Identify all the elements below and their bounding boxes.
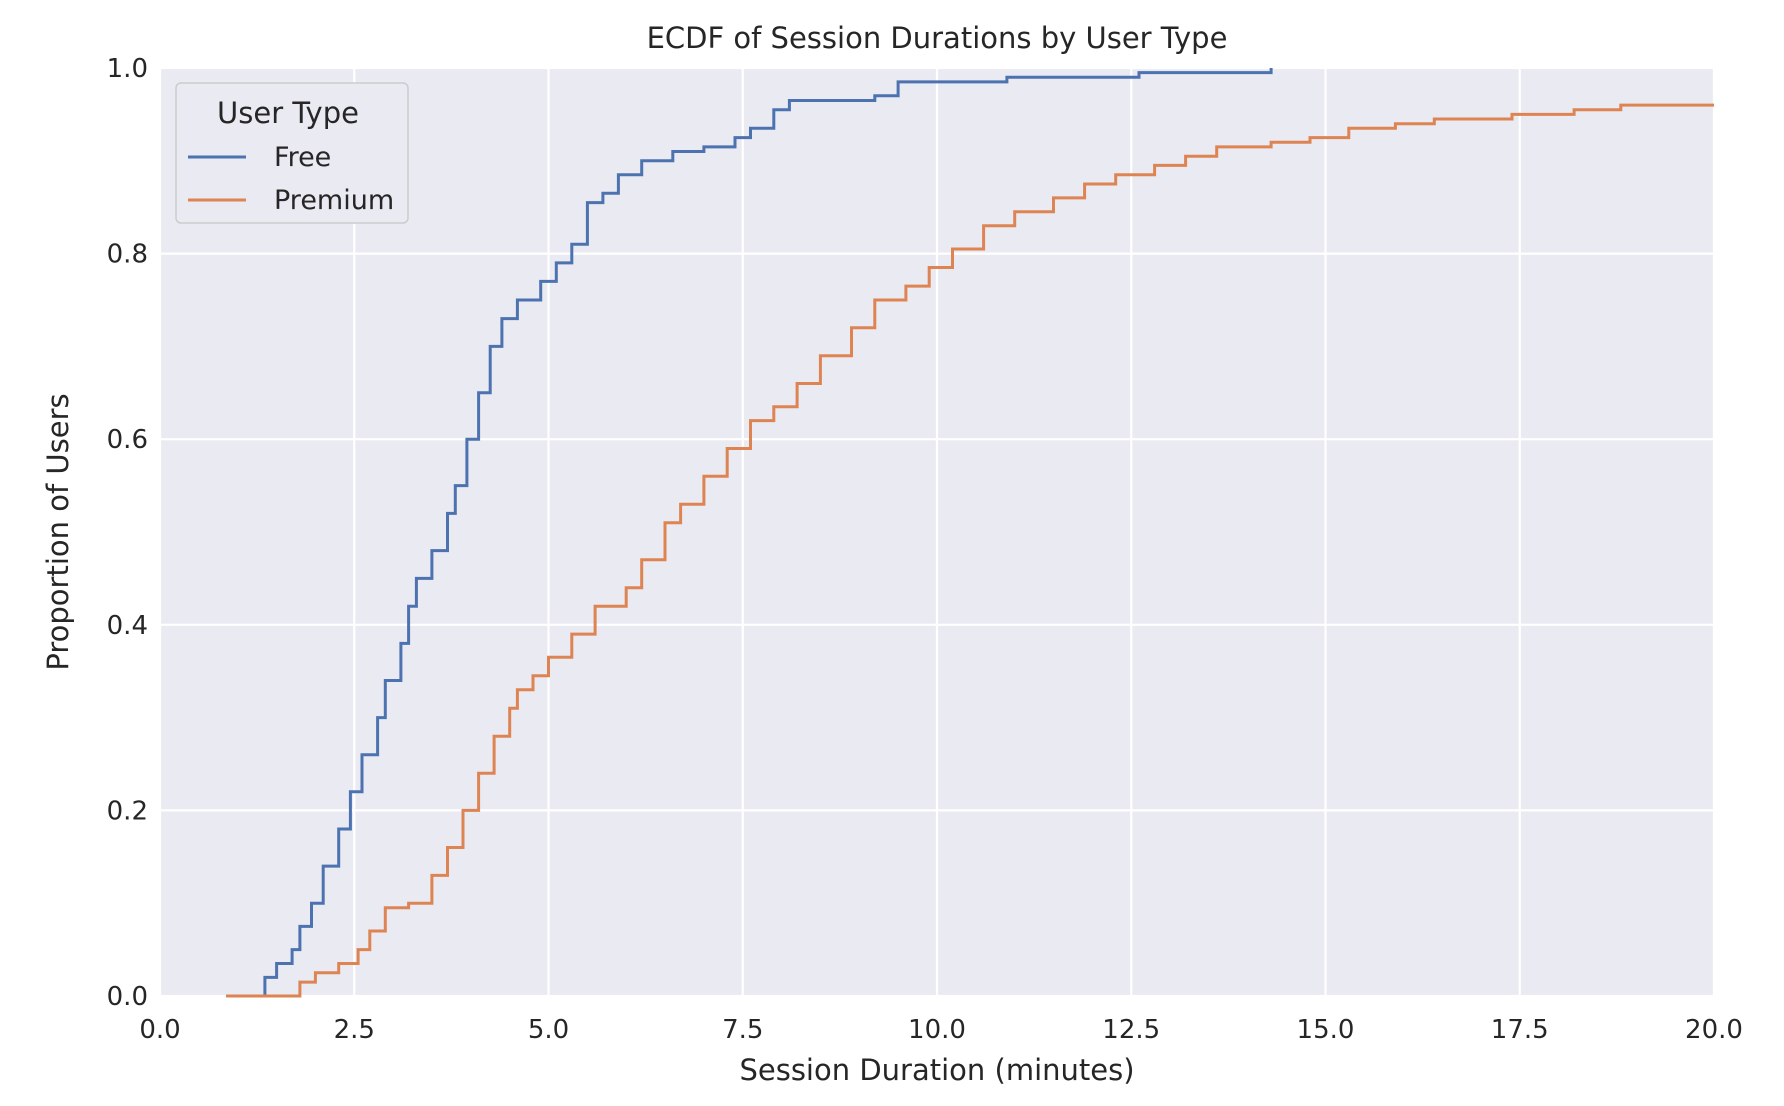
x-tick-label: 20.0 bbox=[1685, 1015, 1743, 1045]
legend-items: Free Premium bbox=[188, 142, 394, 216]
y-tick-label: 1.0 bbox=[107, 54, 148, 84]
y-tick-label: 0.4 bbox=[107, 611, 148, 641]
grid-lines bbox=[158, 66, 1716, 998]
series-lines bbox=[226, 68, 1714, 998]
y-tick-label: 0.0 bbox=[107, 982, 148, 1012]
x-tick-label: 12.5 bbox=[1102, 1015, 1160, 1045]
x-axis-label: Session Duration (minutes) bbox=[739, 1053, 1134, 1087]
y-axis-label: Proportion of Users bbox=[41, 393, 75, 670]
series-line-premium bbox=[226, 103, 1714, 998]
x-tick-label: 2.5 bbox=[334, 1015, 375, 1045]
x-tick-label: 15.0 bbox=[1297, 1015, 1355, 1045]
x-tick-label: 10.0 bbox=[908, 1015, 966, 1045]
legend-box bbox=[175, 82, 409, 224]
x-tick-label: 7.5 bbox=[722, 1015, 763, 1045]
legend-label-free: Free bbox=[274, 142, 331, 173]
series-line-free bbox=[229, 68, 1273, 998]
y-tick-label: 0.6 bbox=[107, 425, 148, 455]
legend: User Type Free Premium bbox=[175, 82, 409, 224]
y-tick-label: 0.8 bbox=[107, 240, 148, 270]
y-tick-label: 0.2 bbox=[107, 796, 148, 826]
tick-labels: 0.0 2.5 5.0 7.5 10.0 12.5 15.0 17.5 20.0 0.0 0.2 0.… bbox=[107, 54, 1743, 1045]
legend-title: User Type bbox=[217, 96, 359, 130]
x-tick-label: 17.5 bbox=[1491, 1015, 1549, 1045]
x-tick-label: 5.0 bbox=[528, 1015, 569, 1045]
legend-label-premium: Premium bbox=[274, 185, 394, 216]
x-tick-label: 0.0 bbox=[139, 1015, 180, 1045]
chart-title: ECDF of Session Durations by User Type bbox=[647, 21, 1228, 55]
